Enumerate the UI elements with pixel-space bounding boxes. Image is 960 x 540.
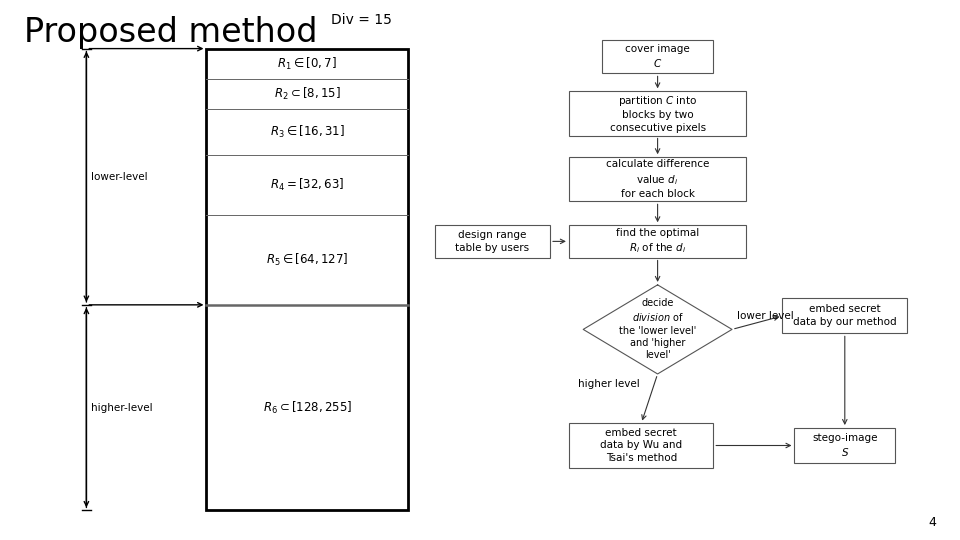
Text: Div = 15: Div = 15	[331, 14, 392, 28]
Text: $R_3 \in [16, 31]$: $R_3 \in [16, 31]$	[270, 124, 345, 140]
Text: embed secret
data by Wu and
Tsai's method: embed secret data by Wu and Tsai's metho…	[600, 428, 683, 463]
Text: design range
table by users: design range table by users	[455, 230, 530, 253]
Bar	[569, 423, 713, 468]
Bar	[206, 49, 408, 510]
Text: lower-level: lower-level	[91, 172, 148, 182]
Bar	[795, 428, 895, 463]
Text: $R_4 = [32, 63]$: $R_4 = [32, 63]$	[270, 177, 345, 193]
Bar	[603, 40, 712, 73]
Text: $R_5 \in [64, 127]$: $R_5 \in [64, 127]$	[266, 252, 348, 268]
Text: decide
$division$ of
the 'lower level'
and 'higher
level': decide $division$ of the 'lower level' a…	[619, 298, 696, 361]
Bar	[568, 225, 747, 258]
Polygon shape	[584, 285, 732, 374]
Text: higher-level: higher-level	[91, 403, 153, 413]
Text: lower level: lower level	[737, 311, 794, 321]
Text: 4: 4	[928, 516, 936, 529]
Text: $R_1 \in [0, 7]$: $R_1 \in [0, 7]$	[277, 56, 337, 72]
Text: higher level: higher level	[578, 379, 640, 389]
Text: $R_2 \subset [8, 15]$: $R_2 \subset [8, 15]$	[274, 85, 341, 102]
Text: stego-image
$S$: stego-image $S$	[812, 433, 877, 458]
Bar	[568, 91, 747, 136]
Text: calculate difference
value $d_i$
for each block: calculate difference value $d_i$ for eac…	[606, 159, 709, 199]
Bar	[435, 225, 550, 258]
Text: Proposed method: Proposed method	[24, 16, 318, 49]
Text: find the optimal
$R_i$ of the $d_i$: find the optimal $R_i$ of the $d_i$	[616, 228, 699, 255]
Text: $R_6 \subset [128, 255]$: $R_6 \subset [128, 255]$	[263, 400, 351, 416]
Text: embed secret
data by our method: embed secret data by our method	[793, 305, 897, 327]
Text: cover image
$C$: cover image $C$	[625, 44, 690, 70]
Bar	[568, 157, 747, 201]
Text: partition $C$ into
blocks by two
consecutive pixels: partition $C$ into blocks by two consecu…	[610, 93, 706, 133]
Bar	[782, 298, 907, 333]
